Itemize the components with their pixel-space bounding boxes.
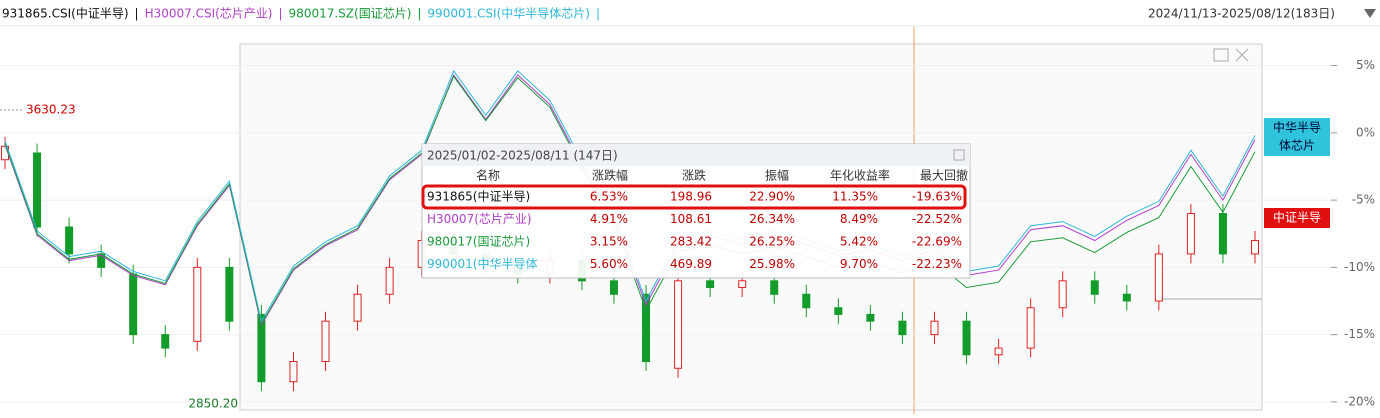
popup-titlebar (422, 144, 970, 166)
table-cell: 108.61 (670, 212, 712, 226)
candle-body (1154, 253, 1163, 302)
candle-body (962, 320, 971, 356)
table-cell: -22.52% (912, 212, 962, 226)
legend-entry: 990001.CSI(中华半导体芯片) (427, 6, 590, 21)
candle-body (1251, 239, 1259, 255)
candle-body (1186, 213, 1195, 255)
table-cell: 5.60% (590, 257, 628, 271)
table-cell: 22.90% (749, 190, 795, 204)
series-tag-text: 中华半导 (1273, 120, 1321, 135)
table-cell: H30007(芯片产业) (427, 212, 532, 226)
table-cell: 8.49% (840, 212, 878, 226)
y-tick-label: -20% (1344, 394, 1375, 408)
y-tick-label: 5% (1356, 58, 1375, 72)
table-header: 年化收益率 (830, 168, 890, 183)
legend-entry: 931865.CSI(中证半导) (2, 6, 129, 21)
table-cell: 26.25% (749, 235, 795, 249)
candle-body (738, 280, 747, 289)
candle-body (65, 226, 74, 255)
candle-body (866, 313, 875, 322)
table-cell: 26.34% (749, 212, 795, 226)
candle-body (161, 334, 170, 349)
candle-body (930, 320, 939, 336)
candle-body (609, 280, 618, 295)
legend-entry: 980017.SZ(国证芯片) (289, 7, 412, 21)
candle-body (802, 293, 811, 309)
table-cell: 469.89 (670, 257, 712, 271)
table-cell: 990001(中华半导体 (427, 256, 538, 271)
legend-separator: | (279, 7, 283, 21)
candle-body (385, 266, 394, 295)
candle-body (674, 280, 683, 369)
popup: 2025/01/02-2025/08/11 (147日) 名称 涨跌幅 涨跌 振幅 年化收… (421, 143, 971, 279)
candle-body (770, 280, 779, 295)
max-label: 3630.23 (26, 103, 76, 117)
y-tick-label: 0% (1356, 125, 1375, 139)
candle-body (353, 293, 362, 322)
table-cell: 980017(国证芯片) (427, 235, 530, 249)
table-cell: -22.23% (912, 257, 962, 271)
candle-body (289, 361, 298, 383)
table-cell: 9.70% (840, 257, 878, 271)
candle-body (33, 152, 42, 228)
table-cell: 4.91% (590, 212, 628, 226)
candle-body (1090, 280, 1099, 295)
window-icon[interactable] (1213, 48, 1229, 62)
y-tick-label: -5% (1352, 193, 1375, 207)
legend-separator: | (596, 7, 600, 21)
table-cell: 3.15% (590, 235, 628, 249)
candle-body (1122, 293, 1131, 302)
candle-body (642, 293, 651, 363)
table-cell: 25.98% (749, 257, 795, 271)
table-cell: 198.96 (670, 190, 712, 204)
candle-body (1026, 307, 1035, 349)
y-tick-label: -10% (1344, 260, 1375, 274)
table-header: 振幅 (765, 168, 789, 183)
min-label: 2850.20 (188, 397, 238, 411)
highlight-box (421, 184, 967, 210)
series-tag (1264, 118, 1330, 156)
table-cell: 283.42 (670, 235, 712, 249)
table-cell: 6.53% (590, 190, 628, 204)
candle-body (193, 266, 202, 342)
candle-body (1218, 213, 1227, 255)
candle-body (994, 347, 1003, 356)
close-icon[interactable] (1235, 48, 1249, 62)
y-tick-label: -15% (1344, 327, 1375, 341)
legend-separator: | (417, 7, 421, 21)
candle-body (1058, 280, 1067, 309)
popup-box (421, 143, 971, 279)
table-cell: 11.35% (832, 190, 878, 204)
table-cell: 931865(中证半导) (427, 189, 530, 204)
table-cell: 5.42% (840, 235, 878, 249)
table-header: 名称 (476, 168, 500, 183)
date-range[interactable]: 2024/11/13-2025/08/12(183日) (1148, 7, 1335, 21)
candle-body (257, 313, 266, 383)
candle-body (898, 320, 907, 336)
series-tag-text: 中证半导 (1273, 210, 1321, 225)
popup-close[interactable] (953, 149, 965, 161)
table-cell: -19.63% (912, 190, 962, 204)
popup-title: 2025/01/02-2025/08/11 (147日) (427, 149, 618, 163)
candle-body (834, 307, 843, 315)
candle-body (225, 266, 234, 322)
legend-entry: H30007.CSI(芯片产业) (145, 7, 273, 21)
table-header: 涨跌幅 (592, 168, 628, 183)
legend-separator: | (135, 7, 139, 21)
candle-body (706, 280, 715, 289)
table-header: 涨跌 (682, 168, 706, 183)
candle-body (129, 273, 138, 336)
dropdown-icon[interactable] (1364, 9, 1376, 18)
table-header: 最大回撤 (920, 168, 968, 183)
series-tag (1264, 208, 1330, 228)
series-tag-text: 体芯片 (1279, 139, 1315, 153)
candle-body (321, 320, 330, 363)
table-cell: -22.69% (912, 235, 962, 249)
